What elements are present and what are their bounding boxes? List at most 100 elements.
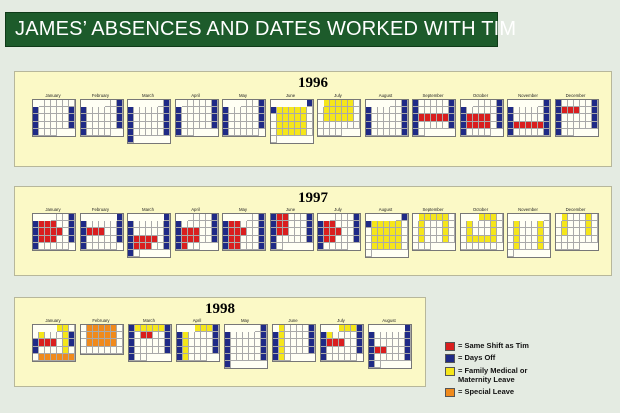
- day-cell: [249, 346, 255, 354]
- day-cell: [99, 325, 105, 333]
- day-cell: [51, 214, 57, 222]
- legend-label-special: = Special Leave: [458, 387, 515, 396]
- day-cell: [159, 325, 165, 333]
- day-cell: [253, 214, 259, 222]
- day-cell: [57, 242, 63, 250]
- day-cell: [87, 339, 93, 347]
- month-label-1997-may: May: [238, 207, 248, 212]
- day-cell: [116, 107, 123, 115]
- day-cell: [508, 128, 514, 136]
- day-cell: [86, 235, 93, 243]
- month-grid-1997-november: [507, 213, 551, 259]
- day-cell: [336, 221, 342, 229]
- month-label-1998-july: July: [337, 318, 345, 323]
- day-cell: [92, 221, 99, 229]
- day-cell: [193, 221, 200, 229]
- day-cell: [419, 114, 425, 122]
- day-cell: [104, 128, 111, 136]
- day-cell: [253, 114, 259, 122]
- day-cell: [288, 235, 295, 243]
- day-cell: [288, 228, 295, 236]
- legend-swatch-days-off: [445, 354, 455, 363]
- day-cell: [183, 353, 189, 361]
- day-cell: [425, 242, 431, 250]
- month-grid-1996-august: [364, 99, 409, 137]
- day-cell: [146, 235, 152, 243]
- day-cell: [591, 121, 598, 129]
- day-cell: [253, 221, 259, 229]
- day-cell: [478, 114, 485, 122]
- day-cell: [579, 221, 586, 229]
- day-cell: [152, 235, 158, 243]
- day-cell: [395, 100, 402, 108]
- day-cell: [276, 214, 283, 222]
- day-cell: [449, 235, 455, 243]
- day-cell: [365, 250, 372, 258]
- day-cell: [80, 114, 87, 122]
- day-cell: [229, 114, 235, 122]
- day-cell: [318, 107, 324, 115]
- day-cell: [261, 325, 267, 333]
- day-cell: [259, 214, 265, 222]
- day-cell: [324, 228, 330, 236]
- day-cell: [579, 121, 586, 129]
- day-cell: [111, 332, 117, 340]
- month-label-1996-march: March: [142, 93, 154, 98]
- day-cell: [152, 114, 158, 122]
- day-cell: [201, 325, 207, 333]
- day-cell: [211, 221, 218, 229]
- day-cell: [393, 353, 399, 361]
- day-cell: [195, 325, 201, 333]
- day-cell: [276, 228, 283, 236]
- day-cell: [282, 214, 289, 222]
- day-cell: [141, 353, 147, 361]
- day-cell: [345, 325, 351, 333]
- day-cell: [57, 325, 63, 333]
- day-cell: [389, 128, 396, 136]
- day-cell: [309, 346, 315, 354]
- day-cell: [229, 235, 235, 243]
- day-cell: [460, 235, 467, 243]
- day-cell: [306, 228, 313, 236]
- day-cell: [573, 221, 580, 229]
- day-cell: [135, 353, 141, 361]
- day-cell: [270, 114, 277, 122]
- day-cell: [520, 235, 526, 243]
- day-cell: [466, 242, 473, 250]
- day-cell: [195, 346, 201, 354]
- day-cell: [405, 339, 411, 347]
- day-cell: [330, 100, 336, 108]
- day-cell: [425, 214, 431, 222]
- day-cell: [158, 121, 164, 129]
- day-cell: [117, 339, 123, 347]
- day-cell: [253, 235, 259, 243]
- day-cell: [538, 128, 544, 136]
- day-cell: [354, 228, 360, 236]
- month-label-1998-march: March: [143, 318, 155, 323]
- day-cell: [57, 235, 63, 243]
- day-cell: [484, 242, 491, 250]
- day-cell: [247, 235, 253, 243]
- day-cell: [365, 221, 372, 229]
- day-cell: [235, 107, 241, 115]
- day-cell: [405, 346, 411, 354]
- day-cell: [419, 235, 425, 243]
- day-cell: [51, 346, 57, 354]
- day-cell: [330, 114, 336, 122]
- day-cell: [223, 242, 229, 250]
- day-cell: [318, 114, 324, 122]
- day-cell: [253, 228, 259, 236]
- day-cell: [306, 100, 313, 108]
- day-cell: [393, 339, 399, 347]
- day-cell: [538, 228, 544, 236]
- day-cell: [354, 221, 360, 229]
- day-cell: [383, 128, 390, 136]
- day-cell: [419, 100, 425, 108]
- day-cell: [164, 100, 170, 108]
- day-cell: [383, 242, 390, 250]
- day-cell: [324, 114, 330, 122]
- day-cell: [419, 242, 425, 250]
- day-cell: [253, 121, 259, 129]
- day-cell: [395, 114, 402, 122]
- day-cell: [201, 353, 207, 361]
